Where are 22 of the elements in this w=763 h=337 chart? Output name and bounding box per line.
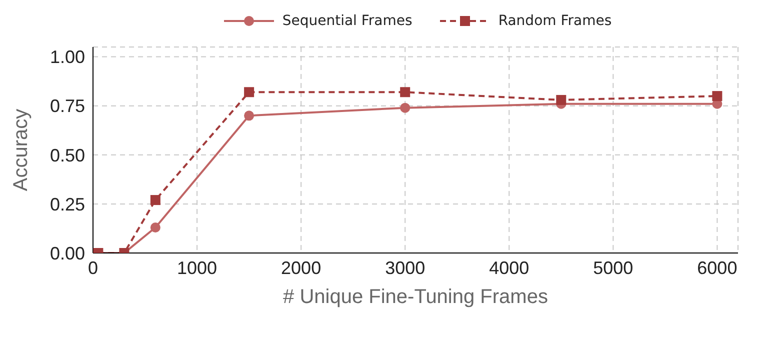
point	[244, 87, 254, 98]
legend-label: Random Frames	[497, 13, 612, 29]
point	[244, 110, 254, 121]
legend-label: Sequential Frames	[281, 13, 412, 29]
y-tick-label: 0.25	[50, 194, 85, 214]
x-tick-label: 5000	[593, 258, 634, 278]
x-tick-label: 6000	[697, 258, 738, 278]
y-tick-label: 1.00	[50, 47, 85, 68]
point	[556, 94, 566, 105]
y-tick-label: 0.00	[50, 243, 85, 264]
point	[712, 91, 722, 102]
x-tick-label: 2000	[281, 258, 322, 278]
y-tick-label: 0.50	[50, 145, 85, 166]
point	[400, 102, 410, 113]
y-axis-title: Accuracy	[10, 108, 32, 192]
x-tick-label: 0	[88, 258, 98, 278]
x-axis-title: # Unique Fine-Tuning Frames	[283, 286, 548, 308]
x-tick-label: 4000	[489, 258, 530, 278]
x-tick-label: 1000	[177, 258, 218, 278]
point	[400, 87, 410, 98]
x-tick-label: 3000	[385, 258, 426, 278]
y-tick-label: 0.75	[50, 96, 85, 116]
